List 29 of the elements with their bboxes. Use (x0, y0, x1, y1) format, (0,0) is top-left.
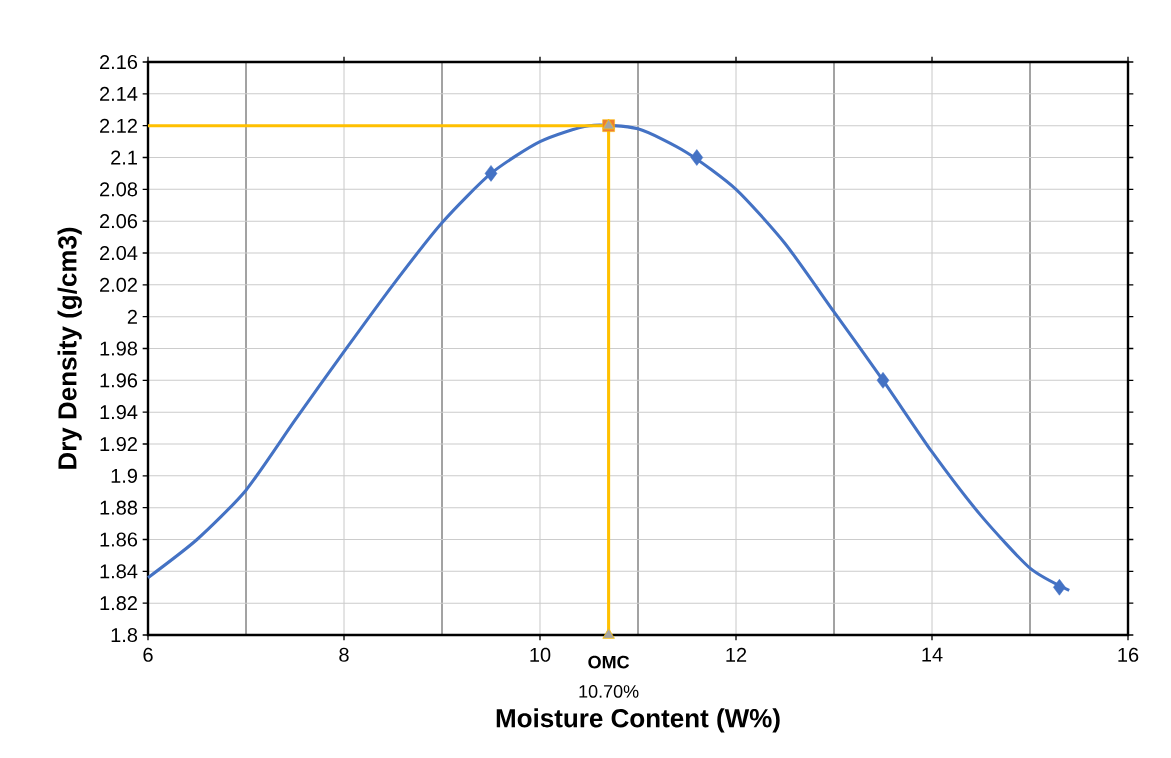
x-tick-label: 10 (530, 647, 551, 662)
x-tick-label: 6 (143, 647, 153, 662)
x-tick-label: 16 (1118, 647, 1139, 662)
x-axis-title: Moisture Content (W%) (496, 708, 780, 733)
y-tick-label: 2.1 (111, 150, 137, 165)
y-tick-label: 1.86 (100, 532, 138, 547)
annotation: 10.70% (579, 685, 639, 698)
y-tick-label: 1.82 (100, 596, 137, 611)
x-tick-label: 12 (726, 647, 747, 662)
y-tick-label: 2.14 (100, 86, 138, 101)
y-tick-label: 1.8 (111, 627, 138, 643)
y-tick-label: 1.92 (100, 436, 137, 452)
y-tick-label: 1.98 (100, 341, 138, 356)
x-tick-label: 14 (922, 647, 943, 662)
y-tick-label: 2.16 (100, 54, 138, 70)
y-tick-label: 2.04 (100, 245, 138, 261)
y-tick-label: 2.06 (100, 214, 138, 229)
y-tick-label: 1.94 (100, 405, 138, 420)
y-tick-label: 1.96 (100, 373, 138, 388)
annotation: OMC (588, 655, 630, 669)
y-tick-label: 2 (127, 309, 137, 324)
x-tick-label: 8 (339, 647, 349, 662)
y-axis-title: Dry Density (g/cm3) (57, 227, 82, 469)
y-tick-label: 1.84 (100, 564, 138, 579)
y-tick-label: 1.88 (100, 500, 138, 515)
y-tick-label: 2.08 (100, 182, 138, 197)
y-tick-label: 2.12 (100, 118, 137, 133)
y-tick-label: 2.02 (100, 277, 137, 292)
y-tick-label: 1.9 (111, 468, 137, 483)
